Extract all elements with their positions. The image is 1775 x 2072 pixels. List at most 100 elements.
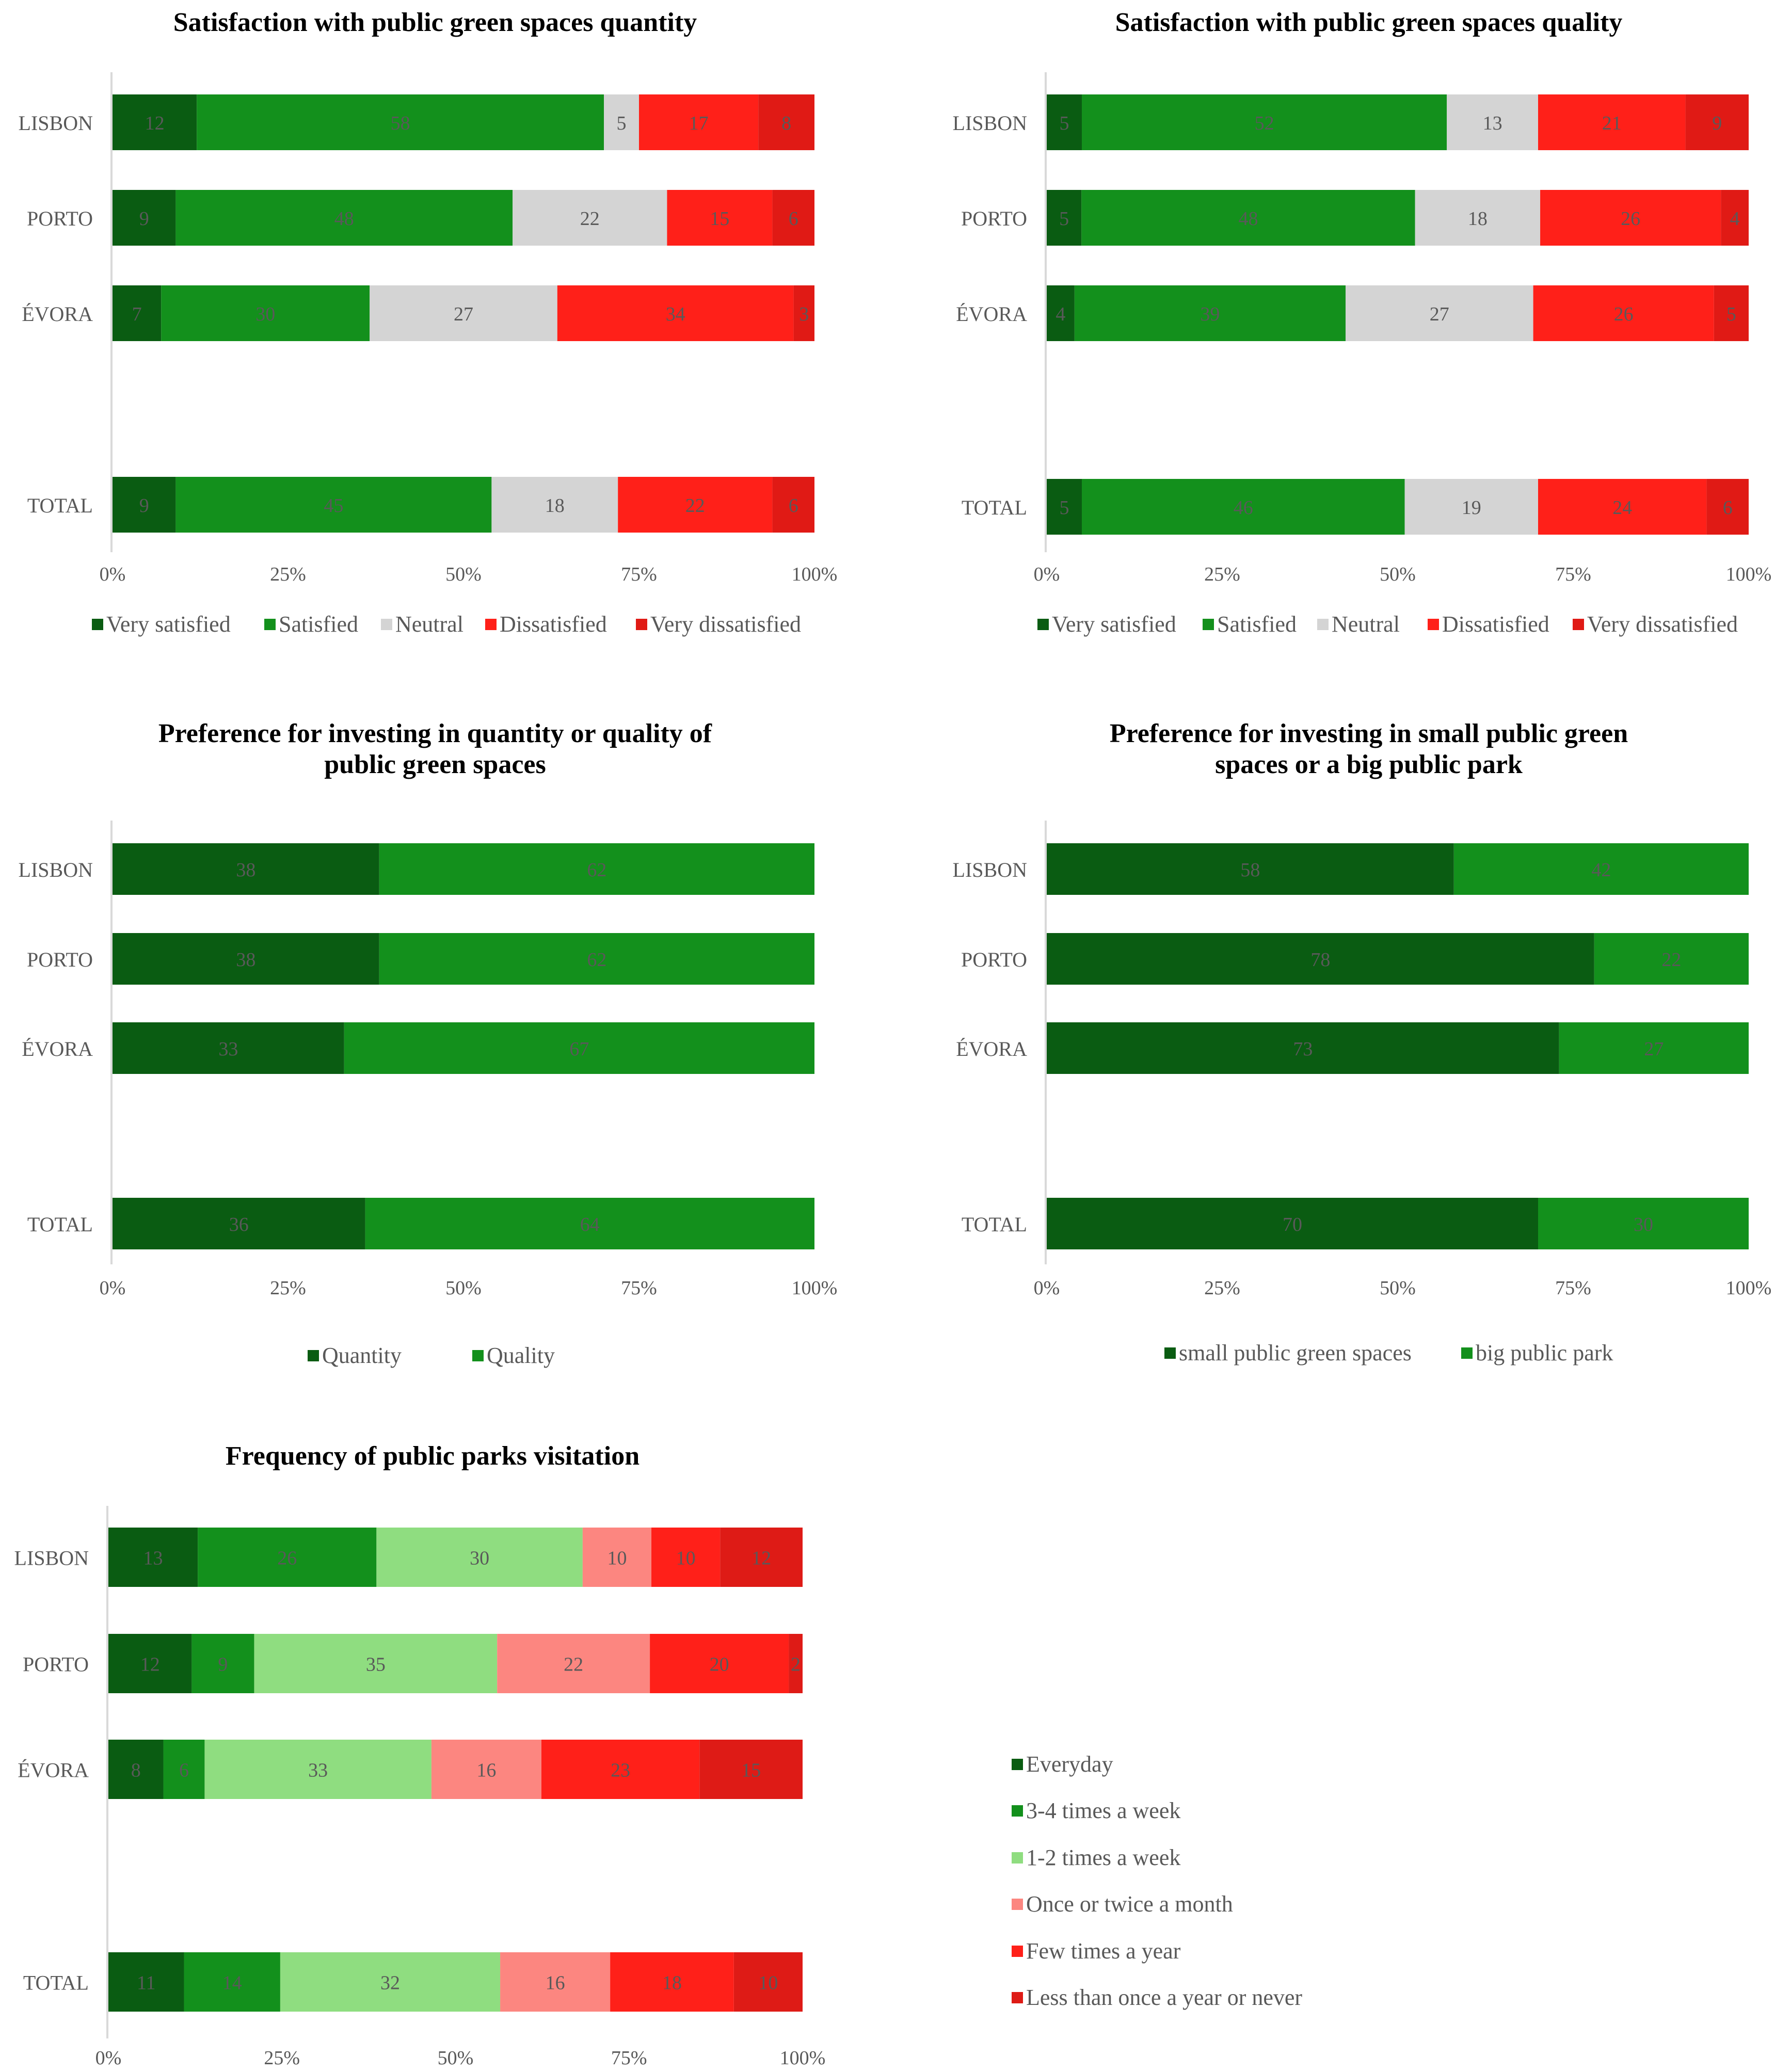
category-label-total: TOTAL bbox=[27, 1213, 93, 1236]
bar-segment-lisbon-neutral bbox=[604, 94, 639, 150]
bar-segment-evora-1-2-times-a-week bbox=[204, 1740, 431, 1799]
bar-segment-porto-very-satisfied bbox=[113, 190, 176, 246]
x-tick-label: 75% bbox=[1555, 564, 1591, 585]
data-label-lisbon-satisfied: 52 bbox=[1255, 113, 1274, 134]
bar-segment-total-dissatisfied bbox=[618, 477, 773, 533]
legend-label-1-2-times-a-week: 1-2 times a week bbox=[1026, 1845, 1180, 1870]
data-label-evora-quantity: 33 bbox=[218, 1038, 238, 1060]
data-label-lisbon-quality: 62 bbox=[587, 859, 606, 881]
bar-segment-lisbon-very-satisfied bbox=[113, 94, 197, 150]
bar-segment-total-quantity bbox=[113, 1198, 365, 1249]
category-label-total: TOTAL bbox=[27, 494, 93, 517]
data-label-total-satisfied: 45 bbox=[324, 495, 343, 517]
data-label-lisbon-few-times-a-year: 10 bbox=[676, 1548, 696, 1569]
x-tick-label: 50% bbox=[445, 564, 482, 585]
data-label-lisbon-small-public-green-spaces: 58 bbox=[1240, 859, 1260, 881]
data-label-porto-everyday: 12 bbox=[140, 1654, 160, 1676]
bar-segment-porto-few-times-a-year bbox=[650, 1634, 789, 1693]
data-label-evora-less-than-once-a-year-or-never: 15 bbox=[741, 1760, 761, 1781]
chart-title-line: public green spaces bbox=[324, 750, 546, 779]
legend-swatch-once-or-twice-a-month bbox=[1012, 1899, 1023, 1910]
category-label-lisbon: LISBON bbox=[19, 111, 93, 135]
bar-segment-total-dissatisfied bbox=[1538, 479, 1707, 535]
chart-title-line: Frequency of public parks visitation bbox=[226, 1441, 639, 1471]
x-tick-label: 25% bbox=[1204, 564, 1240, 585]
legend-swatch-quality bbox=[472, 1350, 484, 1361]
data-label-total-everyday: 11 bbox=[137, 1972, 156, 1994]
x-tick-label: 100% bbox=[780, 2047, 826, 2069]
chart-quantity-satisfaction: Satisfaction with public green spaces qu… bbox=[19, 8, 838, 637]
x-tick-label: 0% bbox=[1034, 564, 1060, 585]
data-label-evora-neutral: 27 bbox=[454, 303, 473, 325]
bar-segment-lisbon-once-or-twice-a-month bbox=[582, 1528, 652, 1587]
data-label-total-quantity: 36 bbox=[229, 1214, 249, 1235]
bar-segment-porto-quality bbox=[379, 933, 814, 985]
bar-segment-total-quality bbox=[365, 1198, 814, 1249]
x-tick-label: 75% bbox=[621, 564, 657, 585]
bar-segment-evora-satisfied bbox=[1074, 285, 1346, 341]
data-label-total-quality: 64 bbox=[580, 1214, 600, 1235]
data-label-evora-quality: 67 bbox=[569, 1038, 589, 1060]
data-label-porto-3-4-times-a-week: 9 bbox=[218, 1654, 228, 1676]
x-tick-label: 25% bbox=[270, 1277, 306, 1299]
x-tick-label: 0% bbox=[1034, 1277, 1060, 1299]
data-label-porto-satisfied: 48 bbox=[1238, 208, 1258, 230]
chart-park-visitation-frequency: Frequency of public parks visitation LISB… bbox=[14, 1441, 1303, 2069]
legend-swatch-satisfied bbox=[1203, 619, 1214, 630]
chart-title-line: spaces or a big public park bbox=[1215, 750, 1523, 779]
legend-swatch-dissatisfied bbox=[485, 619, 497, 630]
x-tick-label: 50% bbox=[1380, 1277, 1416, 1299]
legend-swatch-satisfied bbox=[264, 619, 276, 630]
data-label-lisbon-very-satisfied: 5 bbox=[1060, 113, 1069, 134]
bar-segment-porto-big-public-park bbox=[1594, 933, 1749, 985]
data-label-evora-very-satisfied: 7 bbox=[132, 303, 142, 325]
data-label-lisbon-everyday: 13 bbox=[143, 1548, 163, 1569]
chart-investment-small-big: Preference for investing in small public… bbox=[953, 719, 1772, 1366]
bar-segment-total-very-dissatisfied bbox=[1706, 479, 1749, 535]
data-label-lisbon-satisfied: 58 bbox=[391, 113, 410, 134]
bar-segment-lisbon-very-dissatisfied bbox=[758, 94, 814, 150]
x-tick-label: 25% bbox=[264, 2047, 300, 2069]
bar-segment-total-very-satisfied bbox=[113, 477, 176, 533]
bar-segment-evora-dissatisfied bbox=[1533, 285, 1714, 341]
legend-label-quality: Quality bbox=[487, 1343, 555, 1368]
bar-segment-evora-less-than-once-a-year-or-never bbox=[699, 1740, 803, 1799]
data-label-total-small-public-green-spaces: 70 bbox=[1283, 1214, 1302, 1235]
category-label-evora: ÉVORA bbox=[22, 302, 93, 326]
chart-title-line: Satisfaction with public green spaces qu… bbox=[1115, 8, 1623, 37]
bar-segment-porto-dissatisfied bbox=[667, 190, 773, 246]
legend-swatch-very-dissatisfied bbox=[1573, 619, 1584, 630]
data-label-lisbon-dissatisfied: 21 bbox=[1602, 113, 1622, 134]
bar-segment-lisbon-very-dissatisfied bbox=[1685, 94, 1749, 150]
data-label-porto-once-or-twice-a-month: 22 bbox=[564, 1654, 583, 1676]
bar-segment-total-1-2-times-a-week bbox=[280, 1952, 501, 2012]
bar-segment-porto-very-dissatisfied bbox=[772, 190, 814, 246]
data-label-evora-everyday: 8 bbox=[131, 1760, 141, 1781]
data-label-evora-dissatisfied: 26 bbox=[1614, 303, 1634, 325]
legend-label-3-4-times-a-week: 3-4 times a week bbox=[1026, 1798, 1180, 1823]
bar-segment-total-everyday bbox=[108, 1952, 184, 2012]
bar-segment-evora-few-times-a-year bbox=[541, 1740, 700, 1799]
data-label-lisbon-big-public-park: 42 bbox=[1591, 859, 1611, 881]
bar-segment-evora-everyday bbox=[108, 1740, 164, 1799]
bar-segment-evora-neutral bbox=[370, 285, 557, 341]
bar-segment-total-big-public-park bbox=[1538, 1198, 1749, 1249]
bar-segment-evora-small-public-green-spaces bbox=[1047, 1022, 1559, 1074]
bar-segment-lisbon-big-public-park bbox=[1453, 843, 1749, 895]
legend-swatch-neutral bbox=[1317, 619, 1329, 630]
data-label-evora-very-dissatisfied: 3 bbox=[799, 303, 809, 325]
bar-segment-total-less-than-once-a-year-or-never bbox=[733, 1952, 803, 2012]
bar-segment-total-neutral bbox=[1404, 479, 1538, 535]
bar-segment-evora-very-dissatisfied bbox=[1714, 285, 1749, 341]
bar-segment-lisbon-few-times-a-year bbox=[651, 1528, 721, 1587]
legend-label-big-public-park: big public park bbox=[1476, 1340, 1613, 1366]
data-label-total-1-2-times-a-week: 32 bbox=[380, 1972, 400, 1994]
legend-label-small-public-green-spaces: small public green spaces bbox=[1179, 1340, 1412, 1366]
bar-segment-evora-very-satisfied bbox=[113, 285, 162, 341]
chart-investment-quantity-quality: Preference for investing in quantity or … bbox=[19, 719, 838, 1368]
data-label-porto-neutral: 18 bbox=[1468, 208, 1488, 230]
data-label-evora-satisfied: 39 bbox=[1200, 303, 1220, 325]
legend-swatch-less-than-once-a-year-or-never bbox=[1012, 1992, 1023, 2003]
legend-swatch-quantity bbox=[308, 1350, 319, 1361]
legend-swatch-very-satisfied bbox=[1037, 619, 1049, 630]
